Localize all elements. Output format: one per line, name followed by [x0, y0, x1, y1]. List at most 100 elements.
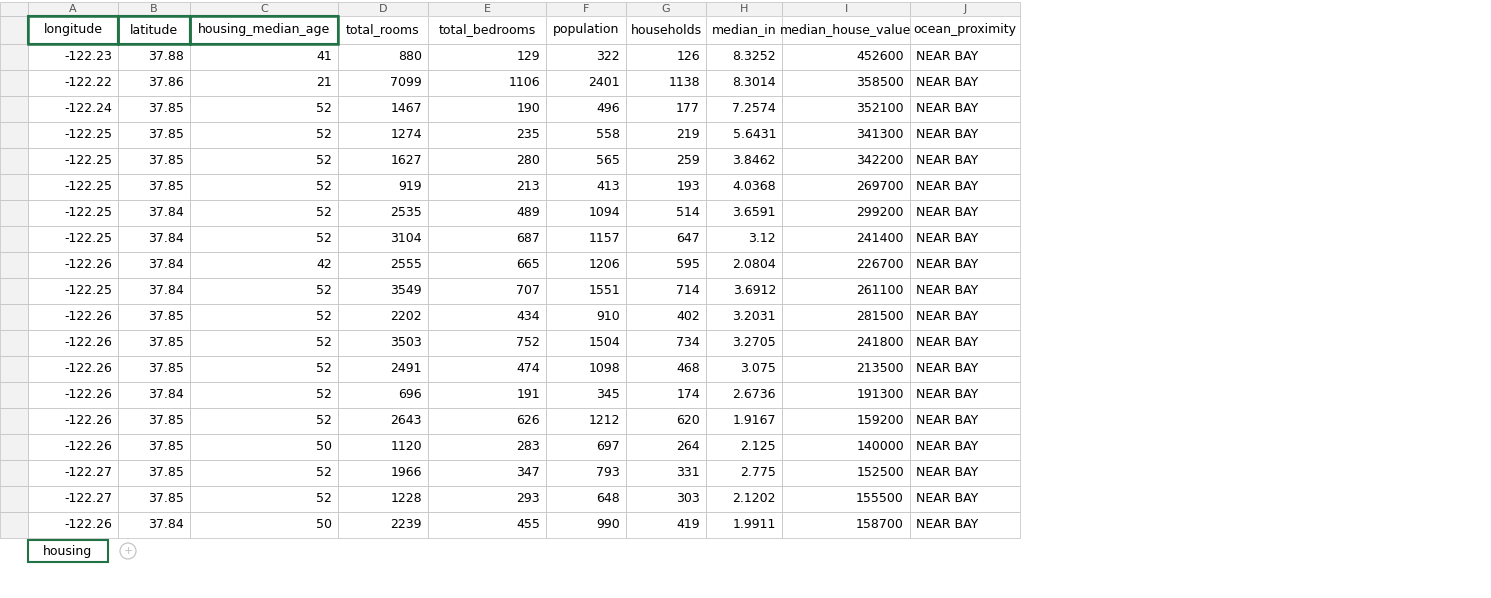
Text: 3.6591: 3.6591 — [732, 206, 775, 219]
Bar — [910, 44, 1020, 70]
Text: NEAR BAY: NEAR BAY — [915, 285, 978, 297]
Bar — [0, 70, 28, 96]
Text: 293: 293 — [516, 493, 540, 505]
Bar — [910, 330, 1020, 356]
Bar — [118, 16, 189, 44]
Bar — [28, 226, 118, 252]
Bar — [428, 200, 546, 226]
Bar — [707, 200, 781, 226]
Text: NEAR BAY: NEAR BAY — [915, 233, 978, 246]
Bar — [781, 382, 910, 408]
Text: 626: 626 — [516, 414, 540, 428]
Bar — [428, 434, 546, 460]
Text: 1120: 1120 — [391, 441, 422, 453]
Bar — [0, 174, 28, 200]
Text: 352100: 352100 — [856, 102, 904, 115]
Text: 52: 52 — [316, 362, 332, 376]
Text: 283: 283 — [516, 441, 540, 453]
Text: 52: 52 — [316, 102, 332, 115]
Text: C: C — [259, 4, 268, 14]
Bar — [707, 356, 781, 382]
Text: 37.85: 37.85 — [148, 337, 183, 349]
Text: 191: 191 — [516, 389, 540, 401]
Text: 37.85: 37.85 — [148, 129, 183, 142]
Bar — [626, 226, 707, 252]
Text: median_house_value: median_house_value — [780, 23, 911, 36]
Bar — [781, 252, 910, 278]
Bar — [338, 96, 428, 122]
Bar — [546, 486, 626, 512]
Text: 474: 474 — [516, 362, 540, 376]
Bar — [910, 278, 1020, 304]
Text: 52: 52 — [316, 389, 332, 401]
Text: 37.85: 37.85 — [148, 441, 183, 453]
Bar — [546, 96, 626, 122]
Bar — [338, 460, 428, 486]
Text: 7099: 7099 — [391, 77, 422, 90]
Bar — [626, 382, 707, 408]
Bar — [28, 408, 118, 434]
Text: -122.25: -122.25 — [64, 285, 112, 297]
Bar — [910, 252, 1020, 278]
Text: 261100: 261100 — [856, 285, 904, 297]
Text: 489: 489 — [516, 206, 540, 219]
Text: 213500: 213500 — [856, 362, 904, 376]
Text: 50: 50 — [316, 441, 332, 453]
Bar — [626, 122, 707, 148]
Text: 241800: 241800 — [856, 337, 904, 349]
Text: 2.775: 2.775 — [740, 466, 775, 480]
Text: 8.3252: 8.3252 — [732, 50, 775, 63]
Text: NEAR BAY: NEAR BAY — [915, 337, 978, 349]
Text: 1.9167: 1.9167 — [732, 414, 775, 428]
Bar — [707, 278, 781, 304]
Bar — [28, 44, 118, 70]
Bar — [428, 44, 546, 70]
Bar — [338, 304, 428, 330]
Text: 37.84: 37.84 — [148, 258, 183, 271]
Text: 1228: 1228 — [391, 493, 422, 505]
Text: 1966: 1966 — [391, 466, 422, 480]
Text: -122.26: -122.26 — [64, 414, 112, 428]
Text: 3503: 3503 — [391, 337, 422, 349]
Bar — [28, 540, 107, 562]
Text: -122.26: -122.26 — [64, 518, 112, 532]
Bar — [546, 16, 626, 44]
Bar — [0, 512, 28, 538]
Bar — [626, 96, 707, 122]
Bar — [707, 434, 781, 460]
Text: 1627: 1627 — [391, 154, 422, 167]
Text: 2.125: 2.125 — [741, 441, 775, 453]
Text: 50: 50 — [316, 518, 332, 532]
Bar — [189, 44, 338, 70]
Bar — [0, 148, 28, 174]
Bar — [0, 44, 28, 70]
Text: 3.075: 3.075 — [740, 362, 775, 376]
Bar — [781, 226, 910, 252]
Bar — [910, 16, 1020, 44]
Bar — [189, 70, 338, 96]
Bar — [546, 382, 626, 408]
Bar — [189, 122, 338, 148]
Bar — [338, 16, 428, 44]
Bar — [0, 96, 28, 122]
Text: 241400: 241400 — [856, 233, 904, 246]
Text: total_rooms: total_rooms — [346, 23, 420, 36]
Text: NEAR BAY: NEAR BAY — [915, 466, 978, 480]
Text: 990: 990 — [596, 518, 620, 532]
Text: 620: 620 — [677, 414, 699, 428]
Bar — [428, 512, 546, 538]
Bar — [189, 278, 338, 304]
Text: median_in: median_in — [711, 23, 777, 36]
Bar — [546, 356, 626, 382]
Text: J: J — [963, 4, 966, 14]
Bar — [626, 2, 707, 16]
Text: I: I — [844, 4, 847, 14]
Text: 2535: 2535 — [391, 206, 422, 219]
Text: 341300: 341300 — [856, 129, 904, 142]
Bar — [118, 16, 189, 44]
Bar — [28, 512, 118, 538]
Text: NEAR BAY: NEAR BAY — [915, 77, 978, 90]
Bar — [28, 486, 118, 512]
Bar — [0, 200, 28, 226]
Bar — [626, 148, 707, 174]
